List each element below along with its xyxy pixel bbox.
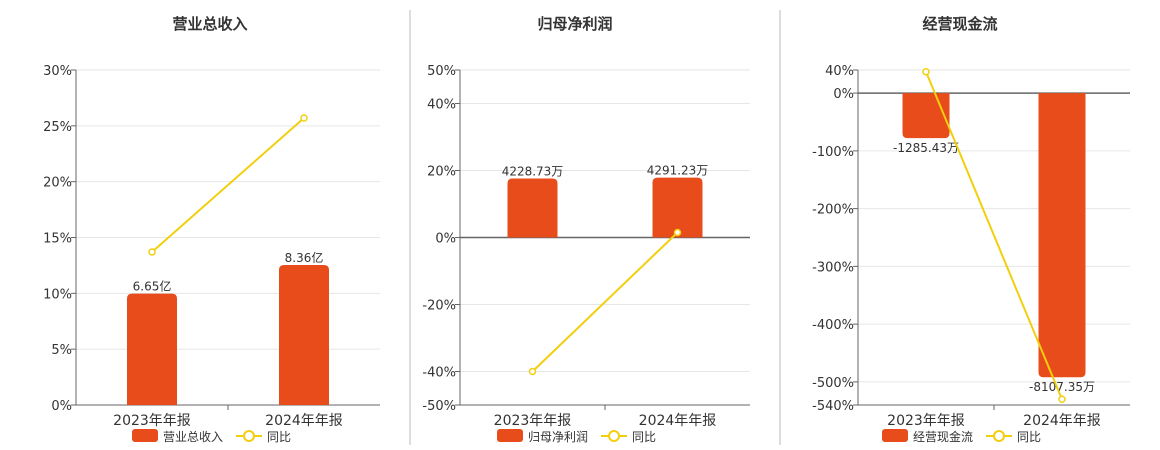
legend-label: 同比: [1017, 430, 1041, 444]
line-series: [531, 231, 679, 373]
y-tick-label: 5%: [51, 343, 72, 358]
legend-swatch-bar: [132, 429, 158, 442]
legend: 经营现金流 同比: [882, 429, 1041, 444]
legend-swatch-marker: [993, 430, 1005, 442]
y-tick-label: 40%: [825, 64, 854, 79]
legend-label: 营业总收入: [163, 430, 223, 444]
y-tick-label: 10%: [43, 287, 72, 302]
legend: 营业总收入 同比: [132, 429, 291, 444]
y-tick-label: 20%: [43, 176, 72, 191]
line-point: [1058, 395, 1066, 403]
legend-swatch-bar: [497, 429, 523, 442]
y-tick-label: 0%: [51, 399, 72, 414]
legend-label: 同比: [267, 430, 291, 444]
legend-label: 同比: [632, 430, 656, 444]
x-tick-label: 2024年年报: [265, 413, 343, 429]
line-series: [151, 117, 305, 253]
bar: [507, 178, 558, 238]
chart-title: 归母净利润: [537, 15, 612, 33]
line-series: [925, 71, 1063, 400]
y-tick-label: -40%: [422, 366, 456, 381]
y-tick-label: 0%: [435, 232, 456, 247]
legend-label: 经营现金流: [913, 429, 973, 444]
bar-data-label: 8.36亿: [285, 250, 324, 265]
legend: 归母净利润 同比: [497, 429, 656, 444]
bar: [902, 93, 950, 139]
y-tick-label: 50%: [427, 64, 456, 79]
y-tick-label: -300%: [812, 260, 854, 275]
legend-swatch-marker: [608, 430, 620, 442]
x-tick-label: 2024年年报: [639, 413, 717, 429]
line-point: [148, 248, 156, 256]
chart-title: 经营现金流: [922, 15, 997, 33]
chart-title: 营业总收入: [172, 15, 247, 33]
y-tick-label: -100%: [812, 145, 854, 160]
y-tick-label: -540%: [812, 399, 854, 414]
chart-panel-2: 归母净利润 50% 40% 20% 0% -20% -40% -50% 2023年年报 2024年…: [422, 15, 750, 444]
chart-panel-1: 营业总收入 0% 5% 10% 15% 20% 25% 30% 2023年年报 2024年年报 6.…: [43, 15, 380, 444]
bar-data-label: 6.65亿: [133, 279, 172, 294]
y-tick-label: -20%: [422, 299, 456, 314]
bar-data-label: -1285.43万: [893, 141, 959, 155]
x-tick-label: 2023年年报: [494, 413, 572, 429]
bar: [1038, 93, 1086, 378]
chart-panel-3: 经营现金流 40% 0% -100% -200% -300% -400% -500% -540%…: [812, 15, 1130, 444]
bar: [127, 293, 177, 405]
bar-data-label: 4228.73万: [502, 164, 564, 178]
legend-swatch-marker: [243, 430, 255, 442]
line-point: [528, 367, 537, 376]
y-tick-label: -50%: [422, 399, 456, 414]
x-tick-label: 2023年年报: [887, 413, 965, 429]
line-point: [922, 67, 930, 76]
bar-data-label: -8107.35万: [1029, 380, 1095, 394]
y-tick-label: 15%: [43, 232, 72, 247]
bar: [652, 177, 703, 238]
y-tick-label: -400%: [812, 318, 854, 333]
y-tick-label: 20%: [427, 165, 456, 180]
y-tick-label: 25%: [43, 120, 72, 135]
x-tick-label: 2023年年报: [113, 413, 191, 429]
line-point: [673, 228, 682, 237]
y-tick-label: 40%: [427, 98, 456, 113]
y-tick-label: 30%: [43, 64, 72, 79]
line-point: [300, 114, 308, 122]
bar-data-label: 4291.23万: [647, 164, 709, 178]
y-tick-label: 0%: [833, 87, 854, 102]
legend-swatch-bar: [882, 429, 908, 442]
legend-label: 归母净利润: [528, 430, 588, 444]
y-tick-label: -200%: [812, 203, 854, 218]
bar: [279, 264, 329, 405]
y-tick-label: -500%: [812, 376, 854, 391]
x-tick-label: 2024年年报: [1023, 413, 1101, 429]
